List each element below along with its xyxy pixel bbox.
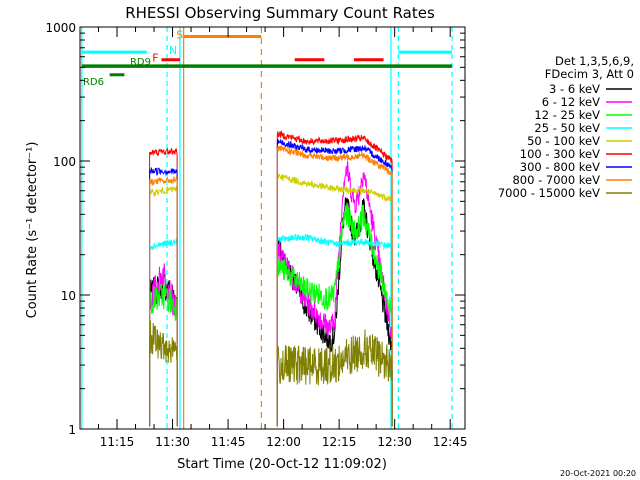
night-periods: [81, 27, 453, 429]
series-50-100-orbit-1: [149, 185, 178, 427]
y-tick-label: 1000: [45, 21, 76, 35]
footer-date: 20-Oct-2021 00:20: [560, 469, 636, 478]
series-6-12-orbit-1: [149, 263, 178, 427]
legend-label-300-800: 300 - 800 keV: [520, 160, 600, 174]
x-tick-label: 12:45: [433, 435, 468, 449]
legend-header-2: FDecim 3, Att 0: [545, 67, 634, 81]
series-100-300-orbit-1: [149, 147, 178, 427]
legend-label-800-7000: 800 - 7000 keV: [512, 173, 600, 187]
y-tick-label: 100: [53, 155, 76, 169]
chart-title: RHESSI Observing Summary Count Rates: [125, 4, 435, 22]
y-tick-label: 1: [68, 423, 76, 437]
series-12-25-orbit-2: [276, 202, 393, 427]
x-tick-label: 11:45: [211, 435, 246, 449]
legend-header-1: Det 1,3,5,6,9,: [555, 54, 634, 68]
series-6-12-orbit-2: [276, 160, 393, 427]
series-7000-15000-orbit-1: [149, 320, 178, 427]
legend-label-50-100: 50 - 100 keV: [527, 134, 600, 148]
legend-label-3-6: 3 - 6 keV: [549, 82, 600, 96]
series-12-25-orbit-1: [149, 283, 178, 427]
legend-label-6-12: 6 - 12 keV: [542, 95, 600, 109]
flag-label-f: F: [152, 52, 158, 65]
flag-label-s: S: [176, 28, 183, 41]
x-tick-label: 11:15: [100, 435, 135, 449]
x-tick-label: 12:30: [377, 435, 412, 449]
series-300-800-orbit-2: [276, 138, 393, 427]
legend-label-25-50: 25 - 50 keV: [534, 121, 600, 135]
series-300-800-orbit-1: [149, 167, 178, 427]
axes: 1 10 100 1000 11:15 11:30 11:45 12:00 12:15 12:30…: [45, 21, 467, 449]
y-axis-label: Count Rate (s⁻¹ detector⁻¹): [25, 142, 40, 319]
x-tick-label: 12:15: [322, 435, 357, 449]
x-tick-label: 11:30: [155, 435, 190, 449]
x-tick-label: 12:00: [266, 435, 301, 449]
legend-label-100-300: 100 - 300 keV: [520, 147, 600, 161]
series-7000-15000-orbit-2: [276, 329, 393, 427]
legend: Det 1,3,5,6,9,FDecim 3, Att 03 - 6 keV6 …: [498, 54, 634, 200]
legend-label-7000-15000: 7000 - 15000 keV: [498, 186, 600, 200]
series-25-50-orbit-1: [149, 238, 178, 427]
plot-frame: [79, 26, 466, 430]
flag-label-rd6: RD6: [83, 77, 104, 88]
saa-periods: [183, 27, 262, 429]
legend-label-12-25: 12 - 25 keV: [534, 108, 600, 122]
y-tick-label: 10: [61, 289, 76, 303]
series-100-300-orbit-2: [276, 129, 393, 427]
x-axis-label: Start Time (20-Oct-12 11:09:02): [177, 457, 387, 472]
flag-label-rd9: RD9: [130, 57, 151, 68]
series-50-100-orbit-2: [276, 172, 393, 427]
data-series: [149, 129, 393, 427]
series-25-50-orbit-2: [276, 233, 393, 427]
series-800-7000-orbit-1: [149, 175, 178, 427]
flag-label-n: N: [169, 44, 177, 57]
series-800-7000-orbit-2: [276, 145, 393, 427]
